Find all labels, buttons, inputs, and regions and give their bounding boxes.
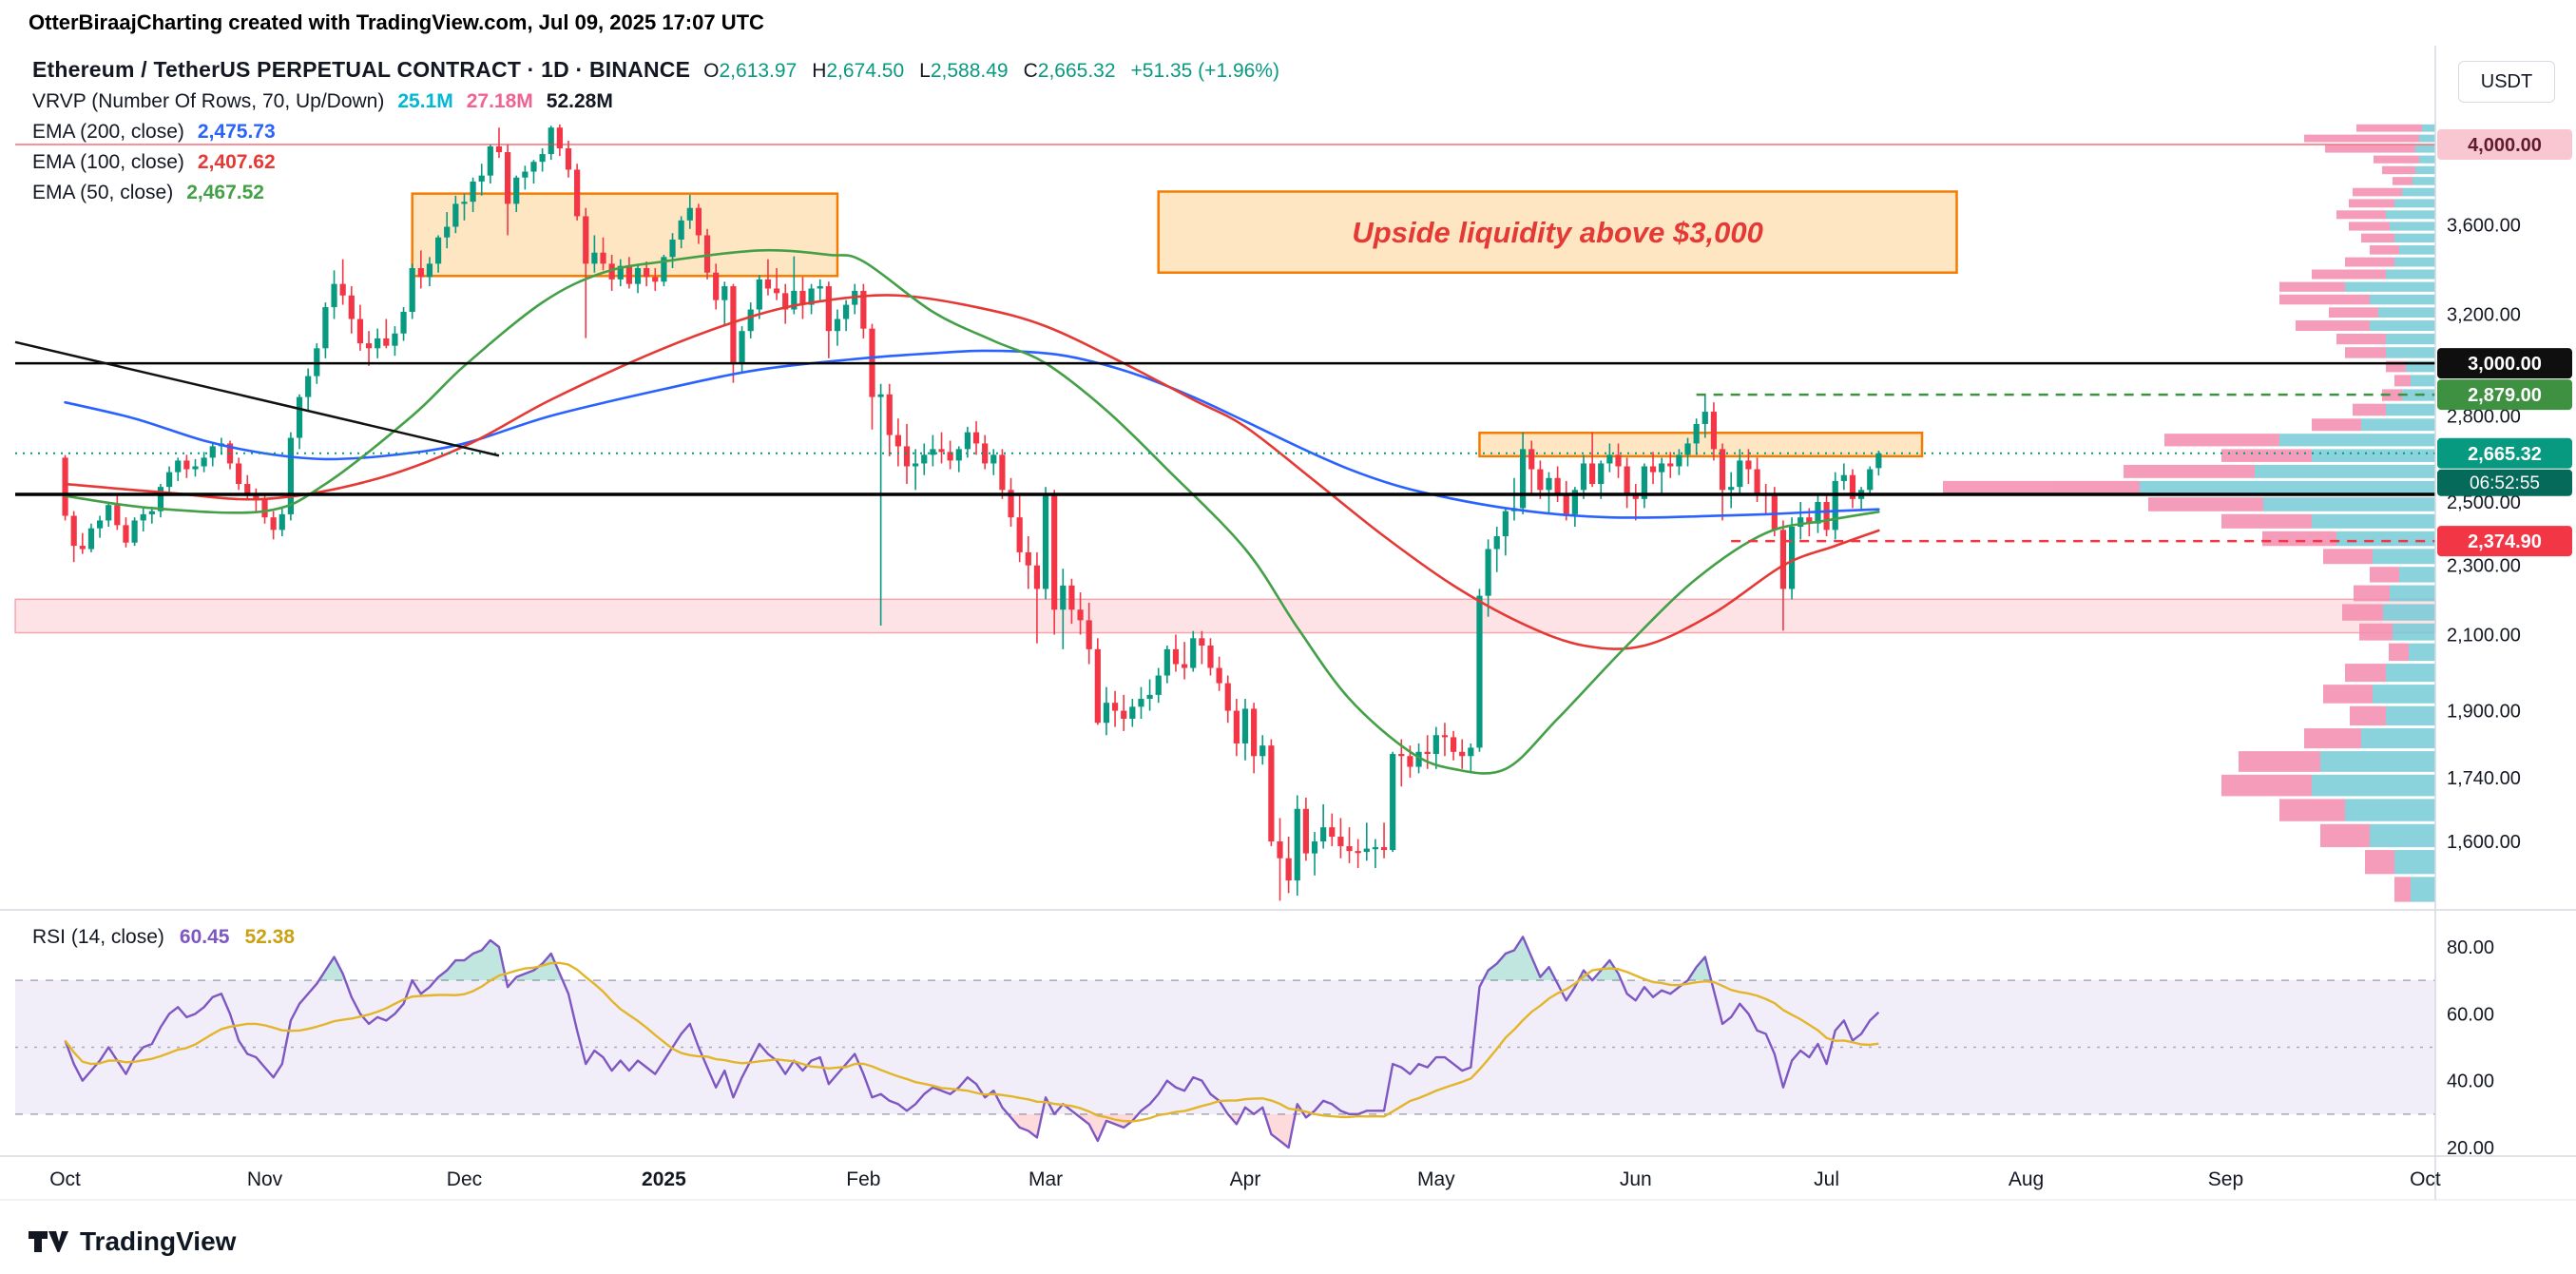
tradingview-brand-text: TradingView [80, 1226, 237, 1256]
trendline[interactable] [14, 340, 500, 457]
symbol-title: Ethereum / TetherUS PERPETUAL CONTRACT ·… [32, 57, 691, 82]
countdown-tag [2437, 469, 2572, 496]
price-tick-label: 1,600.00 [2447, 832, 2521, 853]
ema100-label: EMA (100, close) [32, 151, 184, 173]
countdown-text: 06:52:55 [2470, 473, 2540, 493]
price-tag [2437, 437, 2572, 469]
vrvp-down-value: 27.18M [466, 90, 533, 112]
ema100-row[interactable]: EMA (100, close) 2,407.62 [32, 151, 1279, 174]
ohlc-close: C2,665.32 [1023, 60, 1116, 82]
time-axis-label: Dec [447, 1168, 482, 1190]
time-axis-label: Oct [2410, 1168, 2441, 1190]
rsi-line [64, 936, 1880, 1149]
time-axis-label: Nov [247, 1168, 283, 1190]
demand-zone-band[interactable] [14, 598, 2436, 634]
supply-zone-box[interactable] [1157, 190, 1958, 274]
price-tag [2437, 348, 2572, 379]
vrvp-total-value: 52.28M [546, 90, 613, 112]
currency-toggle-button[interactable]: USDT [2458, 61, 2555, 103]
ema50-line [64, 248, 1880, 775]
price-tag-text: 2,374.90 [2468, 531, 2542, 552]
price-tick-label: 1,900.00 [2447, 702, 2521, 723]
time-axis-label: Apr [1230, 1168, 1261, 1190]
annotation-text[interactable]: Upside liquidity above $3,000 [1352, 216, 1762, 249]
time-axis-label: Sep [2208, 1168, 2243, 1190]
time-axis-label: Mar [1028, 1168, 1063, 1190]
ema100-line [64, 294, 1880, 650]
price-tick-label: 2,300.00 [2447, 556, 2521, 577]
supply-zone-box[interactable] [411, 192, 839, 278]
rsi-tick-label: 40.00 [2447, 1071, 2494, 1092]
time-axis[interactable] [0, 1156, 2576, 1200]
price-tag [2437, 526, 2572, 557]
supply-zone-box[interactable] [1478, 432, 1924, 458]
main-legend: Ethereum / TetherUS PERPETUAL CONTRACT ·… [32, 57, 1279, 204]
vrvp-row[interactable]: VRVP (Number Of Rows, 70, Up/Down) 25.1M… [32, 90, 1279, 113]
price-tick-label: 2,500.00 [2447, 492, 2521, 513]
ema200-line [64, 349, 1880, 519]
ema200-row[interactable]: EMA (200, close) 2,475.73 [32, 121, 1279, 144]
rsi-ma-value: 52.38 [244, 926, 296, 948]
price-tick-label: 2,800.00 [2447, 406, 2521, 427]
vrvp-label: VRVP (Number Of Rows, 70, Up/Down) [32, 90, 385, 112]
price-tag-text: 4,000.00 [2468, 135, 2542, 156]
rsi-ma-line [64, 961, 1879, 1123]
rsi-tick-label: 20.00 [2447, 1138, 2494, 1159]
price-tick-label: 2,100.00 [2447, 625, 2521, 646]
rsi-tick-label: 60.00 [2447, 1004, 2494, 1025]
price-tag [2437, 379, 2572, 411]
rsi-overbought-fill [318, 936, 1712, 981]
vrvp-up-value: 25.1M [397, 90, 453, 112]
tradingview-logo[interactable]: TradingView [27, 1223, 236, 1261]
time-axis-label: 2025 [642, 1168, 686, 1190]
price-tag [2437, 129, 2572, 160]
price-axis[interactable] [2435, 46, 2576, 1154]
ema200-label: EMA (200, close) [32, 121, 184, 143]
price-tick-label: 3,600.00 [2447, 215, 2521, 236]
ohlc-high: H2,674.50 [812, 60, 905, 82]
rsi-legend-row[interactable]: RSI (14, close) 60.45 52.38 [32, 926, 295, 949]
ohlc-change: +51.35 (+1.96%) [1130, 60, 1279, 82]
rsi-value: 60.45 [179, 926, 230, 948]
time-axis-label: Aug [2009, 1168, 2044, 1190]
ema50-row[interactable]: EMA (50, close) 2,467.52 [32, 182, 1279, 204]
time-axis-label: Jul [1814, 1168, 1839, 1190]
price-tick-label: 3,200.00 [2447, 305, 2521, 326]
tradingview-logo-icon [29, 1231, 68, 1252]
rsi-label: RSI (14, close) [32, 926, 164, 948]
time-axis-label: Feb [846, 1168, 880, 1190]
ema50-value: 2,467.52 [186, 182, 264, 203]
symbol-row[interactable]: Ethereum / TetherUS PERPETUAL CONTRACT ·… [32, 57, 1279, 83]
price-tick-label: 1,740.00 [2447, 768, 2521, 789]
price-tag-text: 2,879.00 [2468, 385, 2542, 406]
time-axis-label: Jun [1620, 1168, 1652, 1190]
watermark-bar: OtterBiraajCharting created with Trading… [0, 0, 2576, 46]
rsi-tick-label: 80.00 [2447, 937, 2494, 958]
time-axis-label: Oct [49, 1168, 81, 1190]
watermark-text: OtterBiraajCharting created with Trading… [29, 10, 764, 34]
ema100-value: 2,407.62 [197, 151, 276, 173]
price-tag-text: 3,000.00 [2468, 354, 2542, 375]
ohlc-open: O2,613.97 [703, 60, 798, 82]
price-tag-text: 2,665.32 [2468, 444, 2542, 465]
ema200-value: 2,475.73 [197, 121, 276, 143]
time-axis-label: May [1417, 1168, 1455, 1190]
ohlc-low: L2,588.49 [919, 60, 1009, 82]
ema50-label: EMA (50, close) [32, 182, 174, 203]
volume-profile [1943, 124, 2435, 902]
